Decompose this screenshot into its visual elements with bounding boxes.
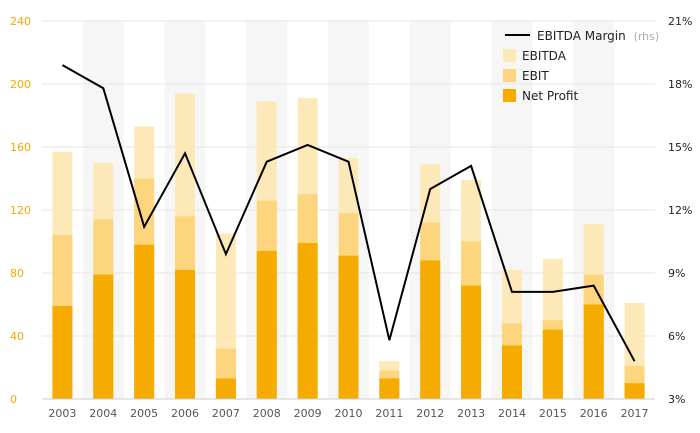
bar-net-profit (297, 243, 318, 399)
y-left-tick-label: 0 (10, 393, 17, 406)
x-tick-label: 2009 (294, 407, 322, 420)
legend-label-sub: (rhs) (634, 30, 660, 43)
x-tick-label: 2015 (539, 407, 567, 420)
x-tick-label: 2017 (621, 407, 649, 420)
legend-label-ebitda: EBITDA (522, 49, 567, 63)
x-tick-label: 2004 (89, 407, 117, 420)
y-right-tick-label: 18% (668, 78, 692, 91)
legend-label-net-profit: Net Profit (522, 89, 578, 103)
legend-label-ebitda-margin: EBITDA Margin (rhs) (537, 29, 659, 43)
x-tick-label: 2010 (335, 407, 363, 420)
bar-net-profit (624, 383, 645, 399)
y-left-tick-label: 80 (10, 267, 24, 280)
x-tick-label: 2013 (457, 407, 485, 420)
legend-label-ebit: EBIT (522, 69, 549, 83)
y-left-tick-label: 240 (10, 15, 31, 28)
bar-net-profit (256, 250, 277, 399)
x-tick-label: 2005 (130, 407, 158, 420)
x-tick-label: 2014 (498, 407, 526, 420)
legend-swatch-net-profit (503, 89, 516, 102)
y-right-tick-label: 21% (668, 15, 692, 28)
x-tick-label: 2006 (171, 407, 199, 420)
legend-swatch-ebitda (503, 49, 516, 62)
y-left-tick-label: 200 (10, 78, 31, 91)
bar-net-profit (52, 306, 73, 399)
legend-swatch-ebit (503, 69, 516, 82)
y-right-tick-label: 9% (668, 267, 685, 280)
y-right-tick-label: 12% (668, 204, 692, 217)
axes: 0 3% 40 6% 80 9% 120 12% 160 15% 200 18% 240 21% 2003 2… (10, 15, 692, 420)
x-tick-label: 2016 (580, 407, 608, 420)
legend: EBITDA Margin (rhs) EBITDA EBIT Net Prof… (503, 29, 659, 103)
margin-line (61, 64, 636, 362)
x-tick-label: 2008 (253, 407, 281, 420)
bar-net-profit (338, 255, 359, 399)
legend-label-text: EBITDA Margin (537, 29, 626, 43)
bar-net-profit (583, 304, 604, 399)
y-right-tick-label: 15% (668, 141, 692, 154)
bar-net-profit (420, 260, 441, 399)
y-left-tick-label: 160 (10, 141, 31, 154)
x-tick-label: 2012 (416, 407, 444, 420)
bar-net-profit (215, 378, 236, 399)
x-tick-label: 2011 (375, 407, 403, 420)
y-left-tick-label: 120 (10, 204, 31, 217)
bar-net-profit (379, 378, 400, 399)
bars (52, 93, 645, 400)
x-tick-label: 2007 (212, 407, 240, 420)
x-tick-label: 2003 (48, 407, 76, 420)
y-left-tick-label: 40 (10, 330, 24, 343)
bar-net-profit (461, 285, 482, 399)
bar-net-profit (175, 269, 196, 399)
bar-net-profit (134, 244, 155, 399)
y-right-tick-label: 3% (668, 393, 685, 406)
bar-net-profit (542, 329, 563, 399)
bar-net-profit (501, 345, 522, 399)
bar-net-profit (93, 274, 114, 399)
y-right-tick-label: 6% (668, 330, 685, 343)
